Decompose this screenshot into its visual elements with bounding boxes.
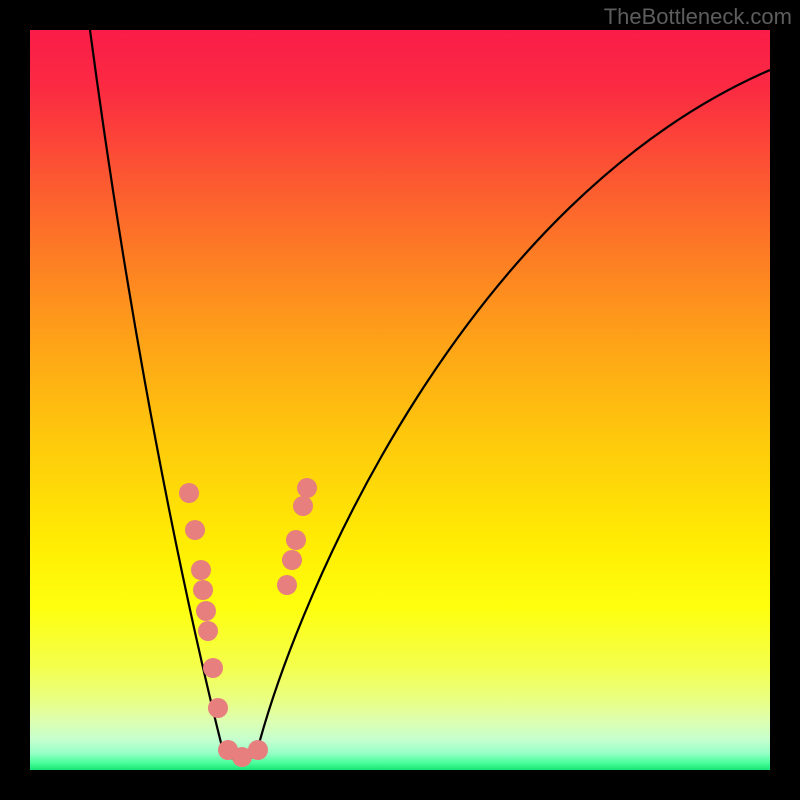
marker-dot — [179, 483, 199, 503]
marker-dot — [185, 520, 205, 540]
marker-dot — [198, 621, 218, 641]
marker-dot — [196, 601, 216, 621]
left-curve — [90, 30, 224, 755]
marker-dot — [248, 740, 268, 760]
chart-curves — [30, 30, 770, 770]
outer-frame: TheBottleneck.com — [0, 0, 800, 800]
right-curve — [256, 70, 770, 755]
marker-dot — [282, 550, 302, 570]
marker-dot — [203, 658, 223, 678]
marker-dot — [191, 560, 211, 580]
marker-dot — [208, 698, 228, 718]
marker-dot — [297, 478, 317, 498]
watermark-text: TheBottleneck.com — [604, 4, 792, 30]
marker-dot — [277, 575, 297, 595]
marker-dot — [193, 580, 213, 600]
curve-markers — [179, 478, 317, 767]
plot-area — [30, 30, 770, 770]
marker-dot — [293, 496, 313, 516]
marker-dot — [286, 530, 306, 550]
